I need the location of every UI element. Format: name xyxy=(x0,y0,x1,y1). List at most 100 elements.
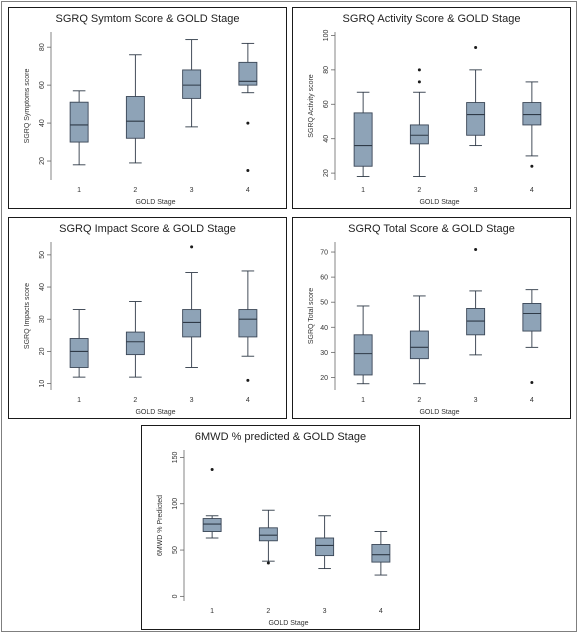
y-axis-label: 6MWD % Predicted xyxy=(157,495,164,556)
x-tick-label: 1 xyxy=(210,608,214,615)
impact-score-chart: 10 20 30 40 50 SGRQ Impacts score 1 2 3 4 GOLD Sta… xyxy=(24,242,258,416)
activity-score-panel: SGRQ Activity Score & GOLD Stage 20 40 60 8… xyxy=(292,7,571,209)
x-tick-label: 4 xyxy=(379,608,383,615)
outlier-point xyxy=(190,245,194,249)
box-stage-4 xyxy=(238,270,258,382)
x-tick-label: 1 xyxy=(361,187,365,194)
box-stage-3 xyxy=(182,245,202,368)
x-tick-label: 2 xyxy=(266,608,270,615)
y-tick-label: 20 xyxy=(39,157,46,165)
outlier-point xyxy=(530,380,534,384)
iqr-box xyxy=(371,544,391,563)
total-score-chart: 20 30 40 50 60 70 SGRQ Total score 1 2 3 4 GOLD Sta… xyxy=(308,242,542,416)
iqr-box xyxy=(522,102,542,126)
y-tick-label: 70 xyxy=(320,250,328,257)
iqr-box xyxy=(202,518,222,532)
iqr-box xyxy=(182,69,202,99)
iqr-box xyxy=(353,112,373,167)
x-tick-label: 2 xyxy=(417,187,421,194)
iqr-box xyxy=(258,527,278,542)
y-tick-label: 20 xyxy=(39,347,46,355)
box-stage-1 xyxy=(202,467,222,539)
x-axis-label: GOLD Stage xyxy=(135,409,175,416)
iqr-box xyxy=(409,124,429,145)
y-tick-label: 10 xyxy=(39,380,46,388)
x-tick-label: 4 xyxy=(246,187,250,194)
y-tick-label: 0 xyxy=(172,594,179,598)
impact-score-panel: SGRQ Impact Score & GOLD Stage 10 20 30 40 5… xyxy=(8,217,287,419)
outlier-point xyxy=(246,121,250,125)
y-tick-label: 50 xyxy=(172,546,179,554)
y-tick-label: 50 xyxy=(320,300,328,307)
x-tick-label: 3 xyxy=(323,608,327,615)
box-stage-1 xyxy=(353,305,373,385)
x-axis-label: GOLD Stage xyxy=(419,199,459,206)
y-tick-label: 30 xyxy=(39,315,46,323)
iqr-box xyxy=(522,303,542,332)
iqr-box xyxy=(409,330,429,360)
y-tick-label: 30 xyxy=(320,350,328,357)
y-axis-label: SGRQ Activity score xyxy=(308,74,315,138)
box-stage-3 xyxy=(182,39,202,128)
box-stage-1 xyxy=(353,91,373,178)
outlier-point xyxy=(474,248,478,252)
y-tick-label: 40 xyxy=(39,283,46,291)
outlier-point xyxy=(417,68,421,72)
y-tick-label: 40 xyxy=(323,135,330,143)
box-stage-3 xyxy=(315,515,335,570)
y-axis-label: SGRQ Total score xyxy=(308,288,315,344)
outlier-point xyxy=(530,164,534,168)
iqr-box xyxy=(69,101,89,143)
y-tick-label: 100 xyxy=(323,29,330,41)
x-tick-label: 1 xyxy=(77,187,81,194)
box-stage-4 xyxy=(522,289,542,384)
chart-title: 6MWD % predicted & GOLD Stage xyxy=(194,431,367,443)
iqr-box xyxy=(182,309,202,338)
chart-title: SGRQ Impact Score & GOLD Stage xyxy=(59,223,236,235)
iqr-box xyxy=(466,308,486,336)
iqr-box xyxy=(353,334,373,376)
box-stage-3 xyxy=(466,45,486,147)
x-tick-label: 2 xyxy=(133,397,137,404)
outlier-point xyxy=(246,378,250,382)
x-tick-label: 3 xyxy=(474,397,478,404)
x-tick-label: 3 xyxy=(474,187,478,194)
box-stage-1 xyxy=(69,309,89,378)
outlier-point xyxy=(417,80,421,84)
outlier-point xyxy=(210,467,214,471)
x-axis-label: GOLD Stage xyxy=(268,620,308,627)
x-axis-label: GOLD Stage xyxy=(135,199,175,206)
box-stage-2 xyxy=(125,301,145,378)
y-tick-label: 40 xyxy=(39,119,46,127)
chart-title: SGRQ Total Score & GOLD Stage xyxy=(348,223,515,235)
box-stage-4 xyxy=(371,531,391,576)
symptom-score-chart: 20 40 60 80 SGRQ Symptoms score 1 2 3 4 GOLD Stag… xyxy=(24,32,258,206)
box-stage-2 xyxy=(409,68,429,178)
x-tick-label: 1 xyxy=(77,397,81,404)
x-axis-label: GOLD Stage xyxy=(419,409,459,416)
y-tick-label: 60 xyxy=(320,275,328,282)
outlier-point xyxy=(474,45,478,49)
y-tick-label: 20 xyxy=(323,169,330,177)
y-tick-label: 60 xyxy=(39,81,46,89)
outlier-point xyxy=(246,169,250,173)
symptom-score-panel: SGRQ Symtom Score & GOLD Stage 20 40 60 80 S… xyxy=(8,7,287,209)
outlier-point xyxy=(266,561,270,565)
x-tick-label: 2 xyxy=(417,397,421,404)
iqr-box xyxy=(125,96,145,139)
box-stage-4 xyxy=(522,81,542,168)
y-tick-label: 80 xyxy=(323,66,330,74)
y-tick-label: 100 xyxy=(172,498,179,510)
y-tick-label: 50 xyxy=(39,251,46,259)
iqr-box xyxy=(315,537,335,557)
y-axis-label: SGRQ Symptoms score xyxy=(24,69,31,144)
x-tick-label: 2 xyxy=(133,187,137,194)
x-tick-label: 3 xyxy=(190,187,194,194)
box-stage-2 xyxy=(258,509,278,565)
y-tick-label: 20 xyxy=(320,375,328,382)
y-tick-label: 150 xyxy=(172,451,179,463)
box-stage-3 xyxy=(466,248,486,356)
box-stage-2 xyxy=(409,295,429,385)
iqr-box xyxy=(69,338,89,368)
